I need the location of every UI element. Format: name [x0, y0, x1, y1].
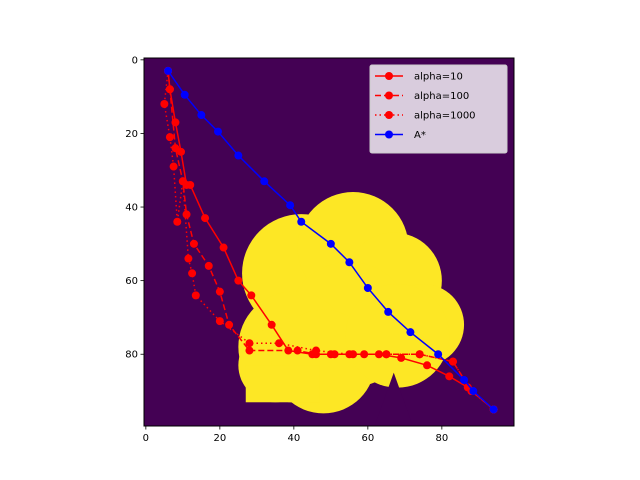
- data-point: [165, 85, 174, 94]
- data-point: [245, 346, 254, 355]
- data-point: [434, 350, 443, 359]
- data-point: [186, 180, 195, 189]
- data-point: [286, 201, 295, 210]
- data-point: [188, 269, 197, 278]
- data-point: [330, 350, 339, 359]
- legend-label: A*: [414, 130, 426, 141]
- data-point: [225, 320, 234, 329]
- data-point: [267, 320, 276, 329]
- data-point: [197, 111, 206, 120]
- data-point: [297, 217, 306, 226]
- data-point: [169, 162, 178, 171]
- data-point: [275, 339, 284, 348]
- data-point: [382, 350, 391, 359]
- data-point: [312, 346, 321, 355]
- data-point: [460, 376, 469, 384]
- data-point: [234, 276, 243, 285]
- legend-entry: A*: [375, 130, 426, 141]
- series-layer: [160, 66, 498, 414]
- data-point: [234, 151, 243, 160]
- data-point: [164, 66, 173, 75]
- x-tick-label: 40: [287, 433, 300, 444]
- data-point: [214, 127, 222, 136]
- data-point: [363, 284, 372, 292]
- data-point: [406, 328, 415, 337]
- y-tick-label: 20: [125, 129, 138, 140]
- data-point: [173, 217, 182, 226]
- y-tick-label: 40: [125, 203, 138, 214]
- data-point: [260, 177, 269, 186]
- data-point: [489, 405, 498, 414]
- y-tick-label: 60: [125, 276, 138, 287]
- data-point: [171, 144, 180, 153]
- y-tick-label: 0: [132, 55, 138, 66]
- axes-frame: [143, 57, 515, 427]
- data-point: [215, 287, 224, 296]
- data-point: [326, 239, 335, 248]
- free-notch: [375, 372, 413, 425]
- legend-entry: alpha=100: [375, 91, 469, 102]
- data-point: [345, 258, 354, 267]
- legend-entry: alpha=10: [375, 72, 463, 83]
- data-point: [215, 317, 224, 326]
- data-point: [165, 133, 174, 142]
- data-point: [204, 261, 213, 270]
- data-point: [423, 361, 432, 370]
- data-point: [397, 353, 406, 362]
- legend-marker: [385, 111, 393, 119]
- x-axis: 0 20 40 60 80: [143, 426, 448, 444]
- obstacle-blob: [345, 284, 450, 388]
- data-point: [201, 214, 210, 223]
- data-point: [182, 210, 191, 219]
- data-point: [445, 372, 454, 381]
- legend-label: alpha=1000: [414, 111, 476, 122]
- data-point: [219, 243, 228, 252]
- x-tick-label: 0: [143, 433, 149, 444]
- legend-entry: alpha=1000: [375, 111, 476, 122]
- data-point: [245, 339, 254, 348]
- data-point: [345, 350, 354, 359]
- data-point: [247, 291, 256, 300]
- data-point: [178, 177, 187, 186]
- x-tick-label: 80: [435, 433, 448, 444]
- y-tick-label: 80: [125, 350, 138, 361]
- y-axis: 0 20 40 60 80: [125, 55, 144, 361]
- data-point: [184, 254, 193, 263]
- legend: alpha=10 alpha=100 alpha=1000 A*: [369, 64, 508, 154]
- legend-label: alpha=10: [414, 72, 463, 83]
- x-tick-label: 60: [361, 433, 374, 444]
- legend-marker: [385, 72, 393, 80]
- data-point: [469, 387, 478, 396]
- x-tick-label: 20: [213, 433, 226, 444]
- series-3: [164, 66, 498, 414]
- data-point: [189, 239, 198, 248]
- legend-marker: [385, 130, 393, 139]
- obstacle-rect: [245, 365, 320, 403]
- legend-marker: [385, 91, 393, 100]
- data-point: [448, 357, 457, 366]
- data-point: [191, 291, 200, 300]
- data-point: [180, 90, 189, 99]
- legend-label: alpha=100: [414, 91, 469, 102]
- legend-box: [369, 64, 508, 154]
- data-point: [293, 346, 302, 355]
- data-point: [160, 100, 169, 108]
- data-point: [384, 307, 393, 316]
- data-point: [415, 350, 424, 359]
